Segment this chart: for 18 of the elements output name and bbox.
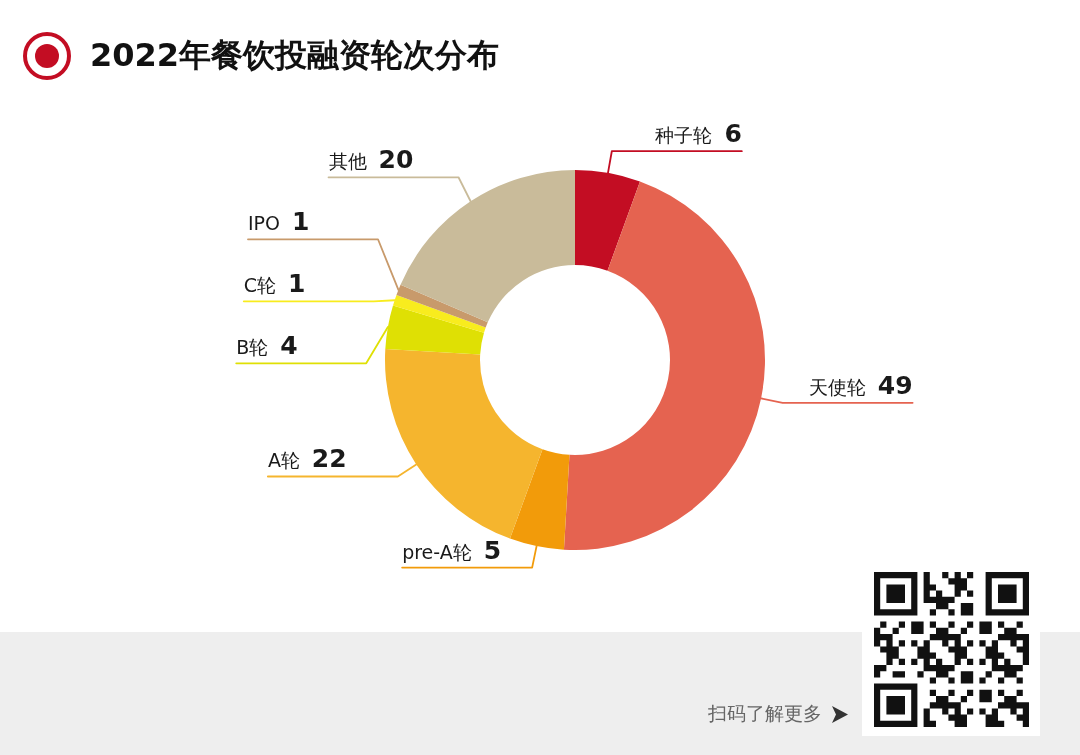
data-label: 49: [877, 370, 913, 400]
slice-label: 种子轮: [655, 124, 713, 147]
data-label: 20: [378, 145, 414, 175]
text: 扫码了解更多: [708, 701, 822, 726]
data-label: 4: [280, 331, 298, 361]
data-label: 1: [291, 207, 310, 237]
slice-label: 其他: [328, 150, 367, 173]
data-label: 1: [288, 269, 306, 299]
slice-label: B轮: [236, 336, 269, 359]
slice-label: A轮: [267, 449, 300, 472]
data-label: 5: [483, 535, 502, 565]
slice-label: pre-A轮: [402, 540, 472, 563]
data-label: 22: [311, 444, 347, 474]
slice-label: C轮: [243, 274, 277, 297]
data-label: 6: [724, 119, 742, 149]
slice-label: IPO: [247, 212, 281, 235]
chart-title: 2022年餐饮投融资轮次分布: [90, 36, 500, 74]
slice-label: 天使轮: [808, 375, 866, 398]
